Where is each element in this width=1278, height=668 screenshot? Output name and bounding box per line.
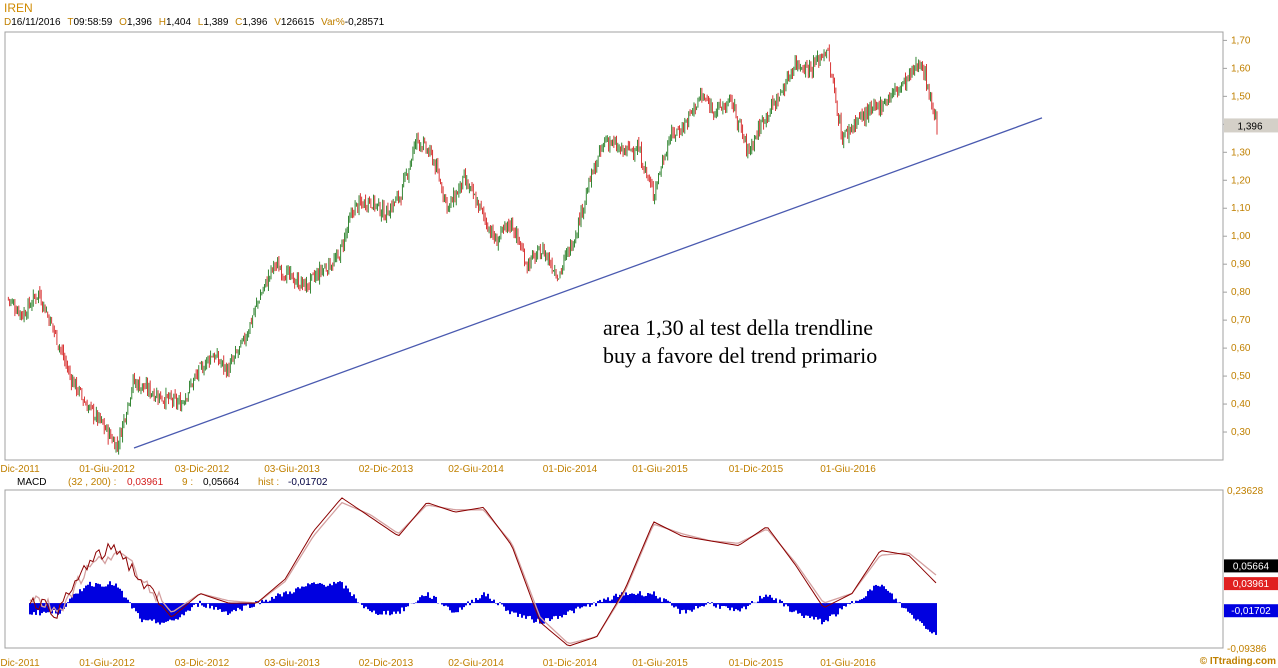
price-tick-label: 1,00 bbox=[1231, 231, 1251, 242]
price-tick-label: 1,20 bbox=[1231, 175, 1251, 186]
histogram-group bbox=[29, 581, 937, 635]
quote-key-h: H bbox=[158, 17, 166, 28]
price-tick-label: 1,70 bbox=[1231, 35, 1251, 46]
quote-key-t: T bbox=[67, 17, 74, 28]
x-axis-label: 01-Dic-2014 bbox=[543, 464, 598, 475]
x-axis-label-macd: 01-Giu-2016 bbox=[820, 658, 876, 668]
hist-label: hist : bbox=[258, 477, 279, 488]
x-axis-label: 01-Giu-2015 bbox=[632, 464, 688, 475]
x-axis-label: Dic-2011 bbox=[0, 464, 40, 475]
annotation-line: area 1,30 al test della trendline bbox=[603, 315, 873, 340]
quote-key-l: L bbox=[197, 17, 204, 28]
price-tick-label: 0,50 bbox=[1231, 371, 1251, 382]
quote-value-c: 1,396 bbox=[242, 17, 271, 28]
quote-key-d: D bbox=[4, 17, 12, 28]
price-tick-label: 1,30 bbox=[1231, 147, 1251, 158]
price-tick-label: 1,10 bbox=[1231, 203, 1251, 214]
signal-period: 9 : bbox=[182, 477, 193, 488]
price-tick-label: 1,50 bbox=[1231, 91, 1251, 102]
macd-line bbox=[29, 497, 937, 647]
hist-value: -0,01702 bbox=[288, 477, 328, 488]
x-axis-label: 02-Dic-2013 bbox=[359, 464, 414, 475]
x-axis-label: 03-Giu-2013 bbox=[264, 464, 320, 475]
watermark: © ITtrading.com bbox=[1200, 656, 1276, 667]
x-axis-label: 01-Giu-2012 bbox=[79, 464, 135, 475]
x-axis-label-macd: 01-Giu-2012 bbox=[79, 658, 135, 668]
x-axis-label-macd: 03-Giu-2013 bbox=[264, 658, 320, 668]
signal-value: 0,05664 bbox=[203, 477, 240, 488]
macd-value: 0,03961 bbox=[127, 477, 164, 488]
price-tick-label: 0,70 bbox=[1231, 315, 1251, 326]
x-axis-label-macd: 02-Dic-2013 bbox=[359, 658, 414, 668]
quote-value-h: 1,404 bbox=[165, 17, 194, 28]
quote-value-d: 16/11/2016 bbox=[11, 17, 64, 28]
price-tick-label: 0,90 bbox=[1231, 259, 1251, 270]
macd-title: MACD bbox=[17, 477, 46, 488]
signal-tag-bg bbox=[1224, 559, 1278, 573]
x-axis-label-macd: 02-Giu-2014 bbox=[448, 658, 504, 668]
macd-tag: 0,03961 bbox=[1233, 579, 1270, 590]
x-axis-label-macd: 01-Dic-2014 bbox=[543, 658, 598, 668]
x-axis-label: 02-Giu-2014 bbox=[448, 464, 504, 475]
x-axis-label-macd: Dic-2011 bbox=[0, 658, 40, 668]
quote-header: D16/11/2016 T09:58:59 O1,396 H1,404 L1,3… bbox=[4, 17, 388, 28]
macd-scale-top: 0,23628 bbox=[1227, 486, 1264, 497]
candles-group bbox=[7, 44, 938, 455]
quote-key-var: Var% bbox=[321, 17, 345, 28]
last-price-label: 1,396 bbox=[1237, 121, 1262, 132]
price-panel-frame bbox=[4, 31, 1224, 461]
macd-tag-bg bbox=[1224, 577, 1278, 591]
quote-key-v: V bbox=[274, 17, 281, 28]
x-axis-label-macd: 03-Dic-2012 bbox=[175, 658, 230, 668]
macd-scale-bottom: -0,09386 bbox=[1227, 644, 1267, 655]
x-axis-label: 01-Giu-2016 bbox=[820, 464, 876, 475]
chart-symbol: IREN bbox=[4, 1, 33, 15]
price-tick-label: 1,60 bbox=[1231, 63, 1251, 74]
x-axis-label: 01-Dic-2015 bbox=[729, 464, 784, 475]
quote-value-t: 09:58:59 bbox=[73, 17, 116, 28]
price-tick-label: 0,80 bbox=[1231, 287, 1251, 298]
macd-panel-frame bbox=[4, 489, 1224, 649]
quote-key-c: C bbox=[235, 17, 243, 28]
trendline bbox=[133, 117, 1043, 449]
price-tick-label: 0,40 bbox=[1231, 399, 1251, 410]
quote-value-v: 126615 bbox=[280, 17, 318, 28]
x-axis-label-macd: 01-Giu-2015 bbox=[632, 658, 688, 668]
quote-value-o: 1,396 bbox=[126, 17, 155, 28]
macd-params: (32 , 200) : bbox=[68, 477, 116, 488]
quote-value-var: -0,28571 bbox=[344, 17, 385, 28]
signal-tag: 0,05664 bbox=[1233, 561, 1270, 572]
hist-tag-bg bbox=[1224, 604, 1278, 618]
x-axis-label: 03-Dic-2012 bbox=[175, 464, 230, 475]
price-tick-label: 0,60 bbox=[1231, 343, 1251, 354]
quote-key-o: O bbox=[119, 17, 127, 28]
quote-value-l: 1,389 bbox=[203, 17, 232, 28]
last-price-tag bbox=[1224, 118, 1278, 133]
annotation-line: buy a favore del trend primario bbox=[603, 343, 877, 368]
hist-tag: -0,01702 bbox=[1231, 606, 1271, 617]
price-tick-label: 0,30 bbox=[1231, 427, 1251, 438]
x-axis-label-macd: 01-Dic-2015 bbox=[729, 658, 784, 668]
